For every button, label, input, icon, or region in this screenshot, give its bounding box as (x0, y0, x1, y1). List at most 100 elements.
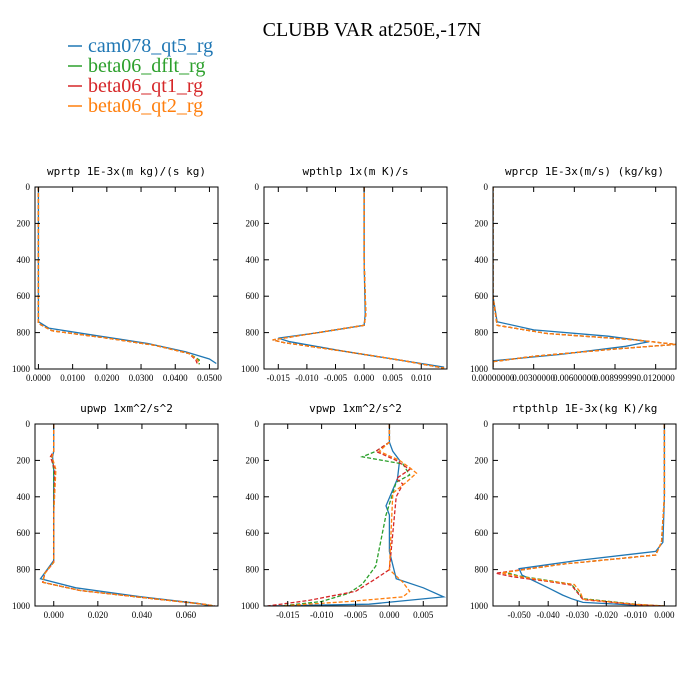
x-tick-label: 0.0120000 (637, 373, 676, 383)
x-tick-label: 0.0100 (60, 373, 85, 383)
x-tick-label: 0.0400 (163, 373, 188, 383)
series-line-beta06_qt1_rg (267, 424, 411, 606)
legend-item: beta06_dflt_rg (68, 55, 205, 77)
x-tick-label: -0.010 (310, 610, 334, 620)
x-tick-label: -0.040 (537, 610, 561, 620)
chart-panel: upwp 1xm^2/s^2 0 200 400 600 800 1000 0.000 0.02… (12, 402, 219, 620)
series-line-beta06_dflt_rg (37, 187, 200, 365)
y-tick-label: 400 (475, 492, 489, 502)
y-tick-label: 1000 (470, 364, 489, 374)
y-tick-label: 400 (246, 255, 260, 265)
plot-frame (492, 423, 677, 607)
chart-panel: vpwp 1xm^2/s^2 0 200 400 600 800 1000 -0.015 -0.… (241, 402, 448, 620)
legend-label: cam078_qt5_rg (88, 35, 213, 57)
series-group (37, 187, 217, 365)
x-tick-label: 0.00600000 (553, 373, 596, 383)
series-line-beta06_qt1_rg (272, 187, 445, 369)
x-tick-label: 0.000 (354, 373, 375, 383)
series-line-beta06_qt1_rg (37, 187, 199, 365)
y-tick-label: 800 (17, 565, 31, 575)
y-tick-label: 200 (246, 218, 260, 228)
series-group (272, 187, 445, 369)
panel-title: wprcp 1E-3x(m/s) (kg/kg) (505, 165, 664, 178)
plot-frame (492, 186, 677, 370)
y-tick-label: 800 (246, 328, 260, 338)
series-group (267, 424, 447, 606)
series-line-cam078_qt5_rg (39, 424, 213, 606)
x-tick-label: -0.010 (295, 373, 319, 383)
series-line-cam078_qt5_rg (37, 187, 217, 365)
panel-title: wprtp 1E-3x(m kg)/(s kg) (47, 165, 206, 178)
series-group (39, 424, 215, 606)
x-tick-label: 0.020 (88, 610, 109, 620)
x-tick-label: 0.000 (654, 610, 675, 620)
y-tick-label: 600 (246, 291, 260, 301)
series-line-cam078_qt5_rg (267, 424, 447, 606)
chart-panel: wprcp 1E-3x(m/s) (kg/kg) 0 200 400 600 800 100… (470, 165, 677, 383)
y-tick-label: 600 (246, 528, 260, 538)
series-line-beta06_dflt_rg (41, 424, 215, 606)
x-tick-label: -0.015 (267, 373, 291, 383)
y-tick-label: 400 (475, 255, 489, 265)
y-tick-label: 1000 (470, 601, 489, 611)
legend-label: beta06_dflt_rg (88, 55, 205, 77)
legend: cam078_qt5_rgbeta06_dflt_rgbeta06_qt1_rg… (68, 35, 213, 117)
plot-frame (34, 423, 219, 607)
chart-panel: wprtp 1E-3x(m kg)/(s kg) 0 200 400 600 800 100… (12, 165, 222, 383)
plot-frame (34, 186, 219, 370)
y-tick-label: 200 (17, 455, 31, 465)
panel-title: wpthlp 1x(m K)/s (303, 165, 409, 178)
x-tick-label: 0.0200 (94, 373, 119, 383)
y-tick-label: 0 (26, 419, 31, 429)
series-line-beta06_qt2_rg (41, 424, 215, 606)
y-tick-label: 200 (246, 455, 260, 465)
y-tick-label: 800 (475, 328, 489, 338)
y-tick-label: 400 (246, 492, 260, 502)
y-tick-label: 400 (17, 492, 31, 502)
x-tick-label: 0.00000000 (472, 373, 515, 383)
chart-panel: rtpthlp 1E-3x(kg K)/kg 0 200 400 600 800 1000 -… (470, 402, 677, 620)
series-line-beta06_qt2_rg (501, 424, 666, 606)
series-line-beta06_dflt_rg (272, 187, 445, 369)
y-tick-label: 200 (475, 218, 489, 228)
x-tick-label: 0.005 (383, 373, 404, 383)
y-tick-label: 0 (484, 419, 489, 429)
x-tick-label: 0.0300 (129, 373, 154, 383)
series-line-beta06_qt2_rg (280, 424, 418, 606)
y-tick-label: 200 (475, 455, 489, 465)
x-tick-label: -0.005 (324, 373, 348, 383)
x-tick-label: 0.0500 (197, 373, 222, 383)
x-tick-label: 0.005 (413, 610, 434, 620)
series-line-beta06_qt2_rg (37, 187, 200, 365)
y-tick-label: 0 (26, 182, 31, 192)
y-tick-label: 600 (475, 291, 489, 301)
series-line-beta06_dflt_rg (280, 424, 411, 606)
x-tick-label: -0.030 (566, 610, 590, 620)
series-line-beta06_qt2_rg (272, 187, 445, 369)
panel-title: rtpthlp 1E-3x(kg K)/kg (512, 402, 658, 415)
legend-label: beta06_qt2_rg (88, 95, 203, 117)
y-tick-label: 400 (17, 255, 31, 265)
x-tick-label: 0.000 (379, 610, 400, 620)
x-tick-label: 0.00300000 (512, 373, 555, 383)
y-tick-label: 1000 (241, 364, 260, 374)
x-tick-label: 0.0000 (26, 373, 51, 383)
x-tick-label: 0.000 (44, 610, 65, 620)
y-tick-label: 1000 (12, 601, 31, 611)
series-line-cam078_qt5_rg (493, 187, 650, 369)
series-group (493, 187, 676, 369)
chart-panel: wpthlp 1x(m K)/s02004006008001000-0.015-… (241, 165, 448, 383)
plot-frame (263, 423, 448, 607)
y-tick-label: 800 (475, 565, 489, 575)
y-tick-label: 200 (17, 218, 31, 228)
x-tick-label: 0.010 (411, 373, 432, 383)
y-tick-label: 1000 (241, 601, 260, 611)
y-tick-label: 0 (255, 419, 260, 429)
series-line-beta06_qt2_rg (493, 187, 676, 369)
x-tick-label: -0.050 (508, 610, 532, 620)
y-tick-label: 0 (484, 182, 489, 192)
figure-title: CLUBB VAR at250E,-17N (263, 19, 482, 41)
y-tick-label: 0 (255, 182, 260, 192)
y-tick-label: 1000 (12, 364, 31, 374)
